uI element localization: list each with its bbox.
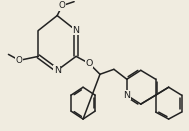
Text: O: O: [59, 1, 66, 10]
Text: N: N: [73, 26, 80, 35]
Text: O: O: [16, 56, 23, 65]
Text: N: N: [123, 91, 130, 100]
Text: O: O: [85, 59, 93, 68]
Text: N: N: [54, 66, 61, 75]
